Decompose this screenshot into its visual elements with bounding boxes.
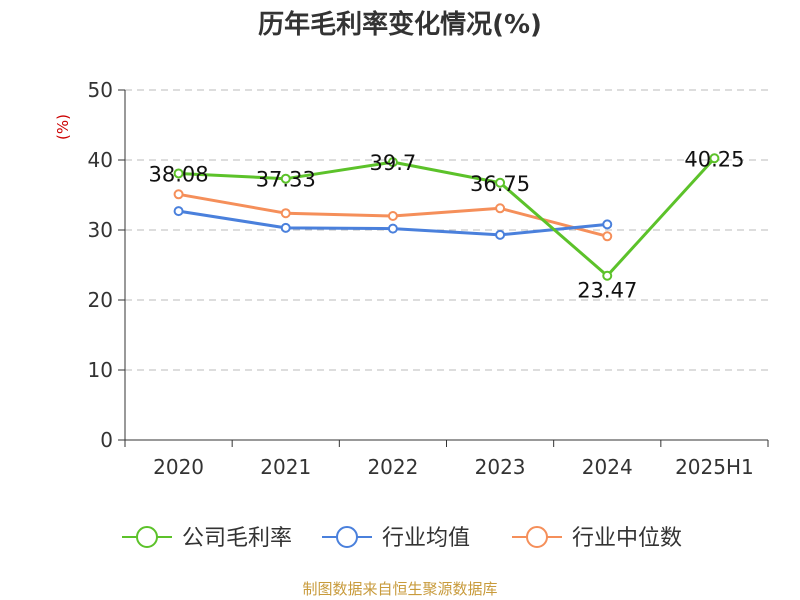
legend-label: 行业均值 xyxy=(382,526,470,551)
data-point[interactable] xyxy=(173,206,184,217)
data-point[interactable] xyxy=(173,189,184,200)
x-tick-label: 2020 xyxy=(153,455,204,479)
data-point[interactable] xyxy=(602,270,613,281)
legend-label: 公司毛利率 xyxy=(182,526,292,551)
y-axis-label: (%) xyxy=(54,114,72,140)
y-tick-label: 10 xyxy=(88,358,113,382)
x-tick-label: 2022 xyxy=(367,455,418,479)
x-tick-label: 2024 xyxy=(582,455,633,479)
data-label: 38.08 xyxy=(149,162,209,186)
data-label: 40.25 xyxy=(684,147,744,171)
series-line xyxy=(178,157,716,278)
y-tick-label: 0 xyxy=(100,428,113,452)
data-point[interactable] xyxy=(387,211,398,221)
legend-item[interactable]: 公司毛利率 xyxy=(122,526,292,551)
y-tick-label: 50 xyxy=(88,78,113,102)
legend-marker xyxy=(336,526,358,548)
data-point[interactable] xyxy=(387,223,398,234)
series-layer xyxy=(173,153,720,281)
data-point[interactable] xyxy=(387,157,398,168)
legend-marker xyxy=(526,526,548,548)
data-point[interactable] xyxy=(280,173,291,184)
legend-item[interactable]: 行业中位数 xyxy=(512,526,682,551)
series-1 xyxy=(173,206,613,240)
data-point[interactable] xyxy=(602,219,613,230)
y-tick-label: 40 xyxy=(88,148,113,172)
data-point[interactable] xyxy=(709,153,720,164)
series-2 xyxy=(173,189,613,242)
data-point[interactable] xyxy=(495,177,506,188)
data-point[interactable] xyxy=(173,168,184,179)
legend-label: 行业中位数 xyxy=(572,526,682,551)
source-note: 制图数据来自恒生聚源数据库 xyxy=(302,580,497,598)
data-labels: 38.08 37.33 39.7 36.75 23.47 40.25 xyxy=(149,147,745,302)
data-point[interactable] xyxy=(280,222,291,233)
data-point[interactable] xyxy=(495,203,506,214)
y-tick-label: 30 xyxy=(88,218,113,242)
data-label: 23.47 xyxy=(577,279,637,303)
chart-title: 历年毛利率变化情况(%) xyxy=(258,9,542,40)
y-tick-label: 20 xyxy=(88,288,113,312)
data-point[interactable] xyxy=(602,231,613,242)
legend-item[interactable]: 行业均值 xyxy=(322,526,470,551)
legend-marker xyxy=(136,526,158,548)
data-point[interactable] xyxy=(495,229,506,240)
series-0 xyxy=(173,153,720,281)
data-label: 37.33 xyxy=(256,168,316,192)
data-label: 36.75 xyxy=(470,172,530,196)
data-point[interactable] xyxy=(280,208,291,219)
legend[interactable]: 公司毛利率 行业均值 行业中位数 xyxy=(122,526,682,551)
x-tick-label: 2021 xyxy=(260,455,311,479)
x-tick-label: 2023 xyxy=(475,455,526,479)
x-tick-label: 2025H1 xyxy=(675,455,754,479)
data-label: 39.7 xyxy=(370,151,417,175)
grid-lines xyxy=(125,89,768,371)
axes: 0 10 20 30 40 50 2020 2021 2022 2023 2024 2025H1 xyxy=(88,78,769,479)
